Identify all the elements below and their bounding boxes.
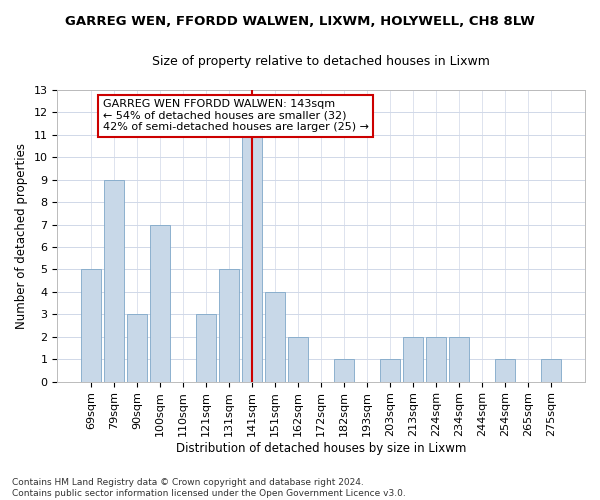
Bar [403,336,423,382]
Bar [82,270,101,382]
Bar [196,314,216,382]
Bar [265,292,285,382]
Text: Contains HM Land Registry data © Crown copyright and database right 2024.
Contai: Contains HM Land Registry data © Crown c… [12,478,406,498]
Bar [334,359,354,382]
Bar [242,135,262,382]
Bar [541,359,561,382]
Bar [220,270,239,382]
Text: GARREG WEN, FFORDD WALWEN, LIXWM, HOLYWELL, CH8 8LW: GARREG WEN, FFORDD WALWEN, LIXWM, HOLYWE… [65,15,535,28]
Bar [496,359,515,382]
X-axis label: Distribution of detached houses by size in Lixwm: Distribution of detached houses by size … [176,442,466,455]
Bar [151,224,170,382]
Bar [127,314,147,382]
Bar [427,336,446,382]
Title: Size of property relative to detached houses in Lixwm: Size of property relative to detached ho… [152,55,490,68]
Bar [449,336,469,382]
Bar [104,180,124,382]
Bar [289,336,308,382]
Y-axis label: Number of detached properties: Number of detached properties [15,143,28,329]
Bar [380,359,400,382]
Text: GARREG WEN FFORDD WALWEN: 143sqm
← 54% of detached houses are smaller (32)
42% o: GARREG WEN FFORDD WALWEN: 143sqm ← 54% o… [103,99,368,132]
